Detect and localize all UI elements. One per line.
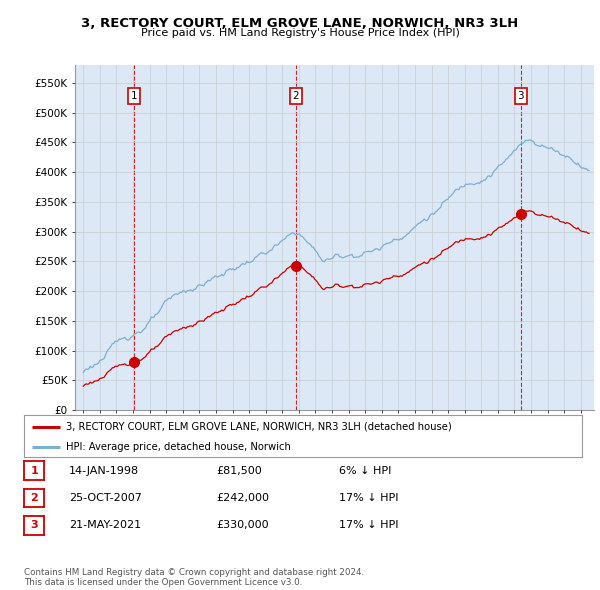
Text: 3: 3	[518, 91, 524, 101]
Text: 17% ↓ HPI: 17% ↓ HPI	[339, 520, 398, 530]
Text: 6% ↓ HPI: 6% ↓ HPI	[339, 466, 391, 476]
Text: 3, RECTORY COURT, ELM GROVE LANE, NORWICH, NR3 3LH: 3, RECTORY COURT, ELM GROVE LANE, NORWIC…	[82, 17, 518, 30]
Text: £330,000: £330,000	[216, 520, 269, 530]
Text: 1: 1	[130, 91, 137, 101]
Text: 17% ↓ HPI: 17% ↓ HPI	[339, 493, 398, 503]
Text: 2: 2	[31, 493, 38, 503]
Text: £81,500: £81,500	[216, 466, 262, 476]
Text: Contains HM Land Registry data © Crown copyright and database right 2024.
This d: Contains HM Land Registry data © Crown c…	[24, 568, 364, 587]
Text: £242,000: £242,000	[216, 493, 269, 503]
Text: 25-OCT-2007: 25-OCT-2007	[69, 493, 142, 503]
Text: 1: 1	[31, 466, 38, 476]
Text: 14-JAN-1998: 14-JAN-1998	[69, 466, 139, 476]
Text: 3, RECTORY COURT, ELM GROVE LANE, NORWICH, NR3 3LH (detached house): 3, RECTORY COURT, ELM GROVE LANE, NORWIC…	[66, 422, 452, 432]
Text: HPI: Average price, detached house, Norwich: HPI: Average price, detached house, Norw…	[66, 442, 291, 451]
Text: 3: 3	[31, 520, 38, 530]
Text: 21-MAY-2021: 21-MAY-2021	[69, 520, 141, 530]
Text: 2: 2	[293, 91, 299, 101]
Text: Price paid vs. HM Land Registry's House Price Index (HPI): Price paid vs. HM Land Registry's House …	[140, 28, 460, 38]
